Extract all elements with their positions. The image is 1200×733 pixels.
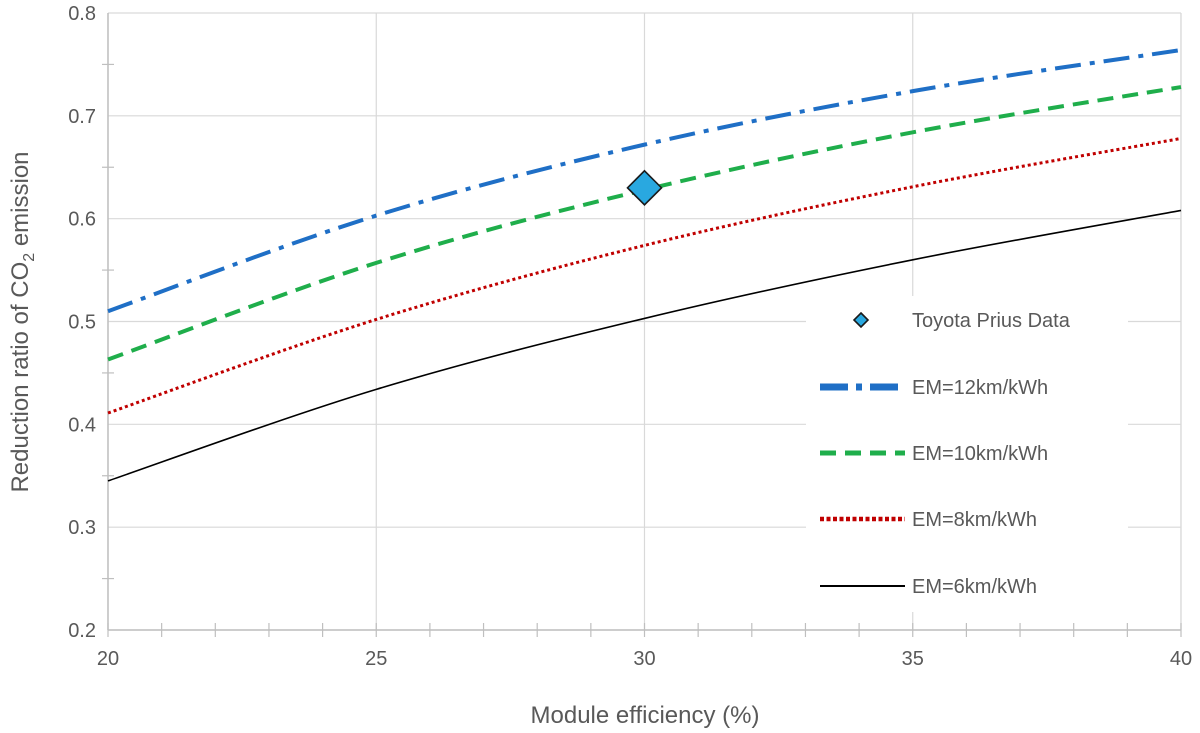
series-line-4 [107,209,1182,482]
y-tick-labels: 0.2 0.3 0.4 0.5 0.6 0.7 0.8 [68,3,96,642]
y-tick-label: 0.4 [68,414,96,436]
y-axis-title-suffix: emission [7,151,34,252]
grid [107,12,1182,631]
x-axis-title: Module efficiency (%) [531,702,760,729]
y-tick-label: 0.3 [68,517,96,539]
y-tick-label: 0.7 [68,106,96,128]
x-tick-label: 25 [365,648,387,670]
legend-label: EM=8km/kWh [912,509,1037,531]
x-tick-label: 30 [633,648,655,670]
series-line-1 [107,48,1182,314]
y-axis-title: Reduction ratio of CO2 emission [7,151,38,492]
y-tick-label: 0.8 [68,3,96,25]
data-points [626,169,663,206]
legend-label: EM=6km/kWh [912,576,1037,598]
y-axis-title-prefix: Reduction ratio of CO [7,262,34,493]
y-tick-label: 0.6 [68,209,96,231]
series-line-3 [107,136,1182,415]
x-tick-labels: 20 25 30 35 40 [97,648,1192,670]
y-axis-title-subscript: 2 [21,253,38,262]
legend: Toyota Prius Data EM=12km/kWh EM=10km/kWh E… [806,296,1128,612]
legend-label: EM=12km/kWh [912,377,1048,399]
legend-label: EM=10km/kWh [912,443,1048,465]
legend-marker-diamond [852,311,870,329]
data-point-toyota-prius [626,169,663,206]
x-tick-label: 20 [97,648,119,670]
y-tick-label: 0.2 [68,620,96,642]
x-tick-label: 35 [902,648,924,670]
y-tick-label: 0.5 [68,312,96,334]
x-tick-label: 40 [1170,648,1192,670]
legend-label: Toyota Prius Data [912,310,1071,332]
axes [102,13,1182,637]
